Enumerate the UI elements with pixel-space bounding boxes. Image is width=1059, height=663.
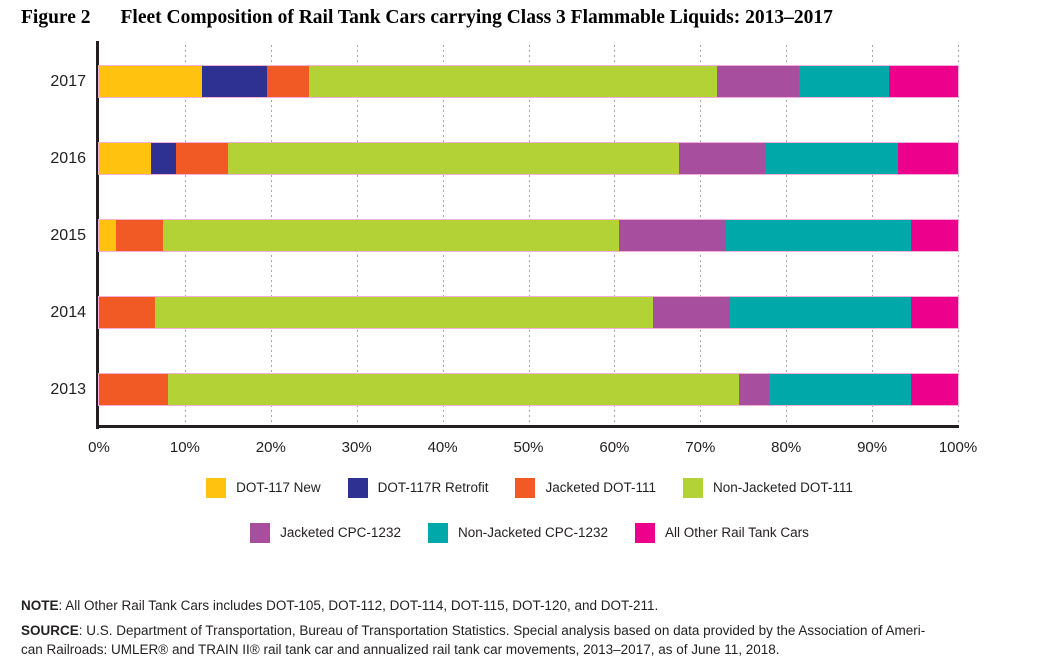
legend-item-non-jacketed-cpc-1232: Non-Jacketed CPC-1232 — [427, 522, 609, 543]
bar-row-2017: 2017 — [50, 65, 959, 98]
bar-segment-2015-all-other-rail-tank-cars — [910, 220, 958, 251]
x-axis-line — [96, 425, 959, 428]
bar-segment-2016-all-other-rail-tank-cars — [897, 143, 958, 174]
x-axis-label-70pct: 70% — [685, 439, 716, 456]
bar-segment-2014-jacketed-cpc-1232 — [653, 297, 731, 328]
bar-stack-2017 — [98, 65, 959, 98]
bar-segment-2013-all-other-rail-tank-cars — [910, 374, 958, 405]
gridline-100 — [958, 45, 959, 425]
source-text-2: can Railroads: UMLER® and TRAIN II® rail… — [21, 642, 780, 657]
legend-swatch-dot-117-new — [206, 477, 227, 498]
legend-label-dot-117r-retrofit: DOT-117R Retrofit — [377, 479, 489, 495]
x-axis-label-60pct: 60% — [599, 439, 630, 456]
bar-segment-2014-all-other-rail-tank-cars — [910, 297, 958, 328]
y-axis-label-2015: 2015 — [50, 227, 86, 244]
y-axis-line — [96, 41, 99, 429]
legend-item-all-other-rail-tank-cars: All Other Rail Tank Cars — [635, 522, 809, 543]
source-line-1: SOURCE: U.S. Department of Transportatio… — [21, 623, 925, 638]
legend-item-non-jacketed-dot-111: Non-Jacketed DOT-111 — [683, 477, 853, 498]
bar-segment-2014-non-jacketed-dot-111 — [154, 297, 654, 328]
bar-stack-2015 — [98, 219, 959, 252]
legend-swatch-non-jacketed-dot-111 — [683, 477, 704, 498]
y-axis-label-2014: 2014 — [50, 304, 86, 321]
x-axis-label-100pct: 100% — [938, 439, 978, 456]
legend-item-jacketed-cpc-1232: Jacketed CPC-1232 — [250, 522, 401, 543]
bar-segment-2014-jacketed-dot-111 — [99, 297, 155, 328]
bar-segment-2015-non-jacketed-dot-111 — [163, 220, 619, 251]
legend-swatch-all-other-rail-tank-cars — [635, 522, 656, 543]
bar-segment-2013-jacketed-dot-111 — [99, 374, 168, 405]
y-axis-label-2016: 2016 — [50, 150, 86, 167]
bar-segment-2017-jacketed-dot-111 — [266, 66, 310, 97]
bar-segment-2016-non-jacketed-dot-111 — [227, 143, 679, 174]
bar-segment-2015-dot-117-new — [99, 220, 117, 251]
y-axis-label-2013: 2013 — [50, 381, 86, 398]
legend-swatch-jacketed-dot-111 — [515, 477, 536, 498]
bar-row-2015: 2015 — [50, 219, 959, 252]
bar-segment-2015-jacketed-dot-111 — [116, 220, 164, 251]
legend-item-jacketed-dot-111: Jacketed DOT-111 — [515, 477, 656, 498]
legend-item-dot-117-new: DOT-117 New — [206, 477, 321, 498]
bar-stack-2016 — [98, 142, 959, 175]
bar-segment-2017-non-jacketed-cpc-1232 — [799, 66, 890, 97]
legend-label-dot-117-new: DOT-117 New — [236, 479, 321, 495]
x-axis-labels: 0% 10% 20% 30% 40% 50% 60% 70% 80% 90% 100% — [88, 439, 977, 461]
bar-segment-2013-non-jacketed-dot-111 — [167, 374, 739, 405]
bar-segment-2015-jacketed-cpc-1232 — [618, 220, 727, 251]
bar-segment-2016-jacketed-cpc-1232 — [678, 143, 765, 174]
bar-segment-2017-dot-117r-retrofit — [202, 66, 267, 97]
x-axis-label-90pct: 90% — [857, 439, 888, 456]
legend-swatch-non-jacketed-cpc-1232 — [427, 522, 448, 543]
legend-item-dot-117r-retrofit: DOT-117R Retrofit — [347, 477, 489, 498]
bar-segment-2016-dot-117r-retrofit — [150, 143, 177, 174]
x-axis-label-0pct: 0% — [88, 439, 110, 456]
note-text: : All Other Rail Tank Cars includes DOT-… — [58, 597, 659, 613]
x-axis-label-50pct: 50% — [513, 439, 544, 456]
figure-number: Figure 2 — [21, 7, 91, 28]
bar-segment-2016-jacketed-dot-111 — [176, 143, 228, 174]
legend-row-2: Jacketed CPC-1232 Non-Jacketed CPC-1232 Al… — [0, 522, 1059, 543]
bar-segment-2015-non-jacketed-cpc-1232 — [726, 220, 911, 251]
legend-label-all-other-rail-tank-cars: All Other Rail Tank Cars — [665, 524, 809, 540]
source-label: SOURCE — [21, 622, 79, 638]
bar-segment-2016-dot-117-new — [99, 143, 151, 174]
bar-segment-2017-all-other-rail-tank-cars — [889, 66, 958, 97]
bar-stack-2013 — [98, 373, 959, 406]
bar-stack-2014 — [98, 296, 959, 329]
legend-label-jacketed-cpc-1232: Jacketed CPC-1232 — [280, 524, 401, 540]
note-paragraph: NOTE: All Other Rail Tank Cars includes … — [21, 596, 1041, 616]
x-axis-label-80pct: 80% — [771, 439, 802, 456]
plot-area: 0% 10% 20% 30% 40% 50% 60% 70% 80% 90% 100% 2017 20… — [50, 41, 977, 456]
x-axis-label-20pct: 20% — [255, 439, 286, 456]
x-axis-label-10pct: 10% — [169, 439, 200, 456]
bar-row-2013: 2013 — [50, 373, 959, 406]
bar-segment-2017-dot-117-new — [99, 66, 203, 97]
legend-label-jacketed-dot-111: Jacketed DOT-111 — [545, 479, 657, 495]
legend-swatch-dot-117r-retrofit — [347, 477, 368, 498]
note-label: NOTE — [21, 597, 59, 613]
legend-label-non-jacketed-dot-111: Non-Jacketed DOT-111 — [713, 479, 853, 495]
legend-label-non-jacketed-cpc-1232: Non-Jacketed CPC-1232 — [457, 524, 609, 540]
figure-title: Figure 2 Fleet Composition of Rail Tank C… — [21, 7, 833, 29]
source-text-1: : U.S. Department of Transportation, Bur… — [78, 622, 926, 638]
y-axis-label-2017: 2017 — [50, 73, 86, 90]
bar-segment-2013-jacketed-cpc-1232 — [738, 374, 770, 405]
figure-title-text: Fleet Composition of Rail Tank Cars carr… — [120, 7, 833, 28]
bar-segment-2013-non-jacketed-cpc-1232 — [769, 374, 911, 405]
bar-segment-2016-non-jacketed-cpc-1232 — [764, 143, 898, 174]
bar-segment-2017-non-jacketed-dot-111 — [309, 66, 718, 97]
x-axis-label-40pct: 40% — [427, 439, 458, 456]
bar-segment-2014-non-jacketed-cpc-1232 — [730, 297, 911, 328]
bar-row-2016: 2016 — [50, 142, 959, 175]
source-paragraph: SOURCE: U.S. Department of Transportatio… — [21, 621, 1041, 660]
x-axis-label-30pct: 30% — [341, 439, 372, 456]
legend-row-1: DOT-117 New DOT-117R Retrofit Jacketed DOT… — [0, 477, 1059, 498]
bar-segment-2017-jacketed-cpc-1232 — [717, 66, 800, 97]
legend-swatch-jacketed-cpc-1232 — [250, 522, 271, 543]
bar-row-2014: 2014 — [50, 296, 959, 329]
